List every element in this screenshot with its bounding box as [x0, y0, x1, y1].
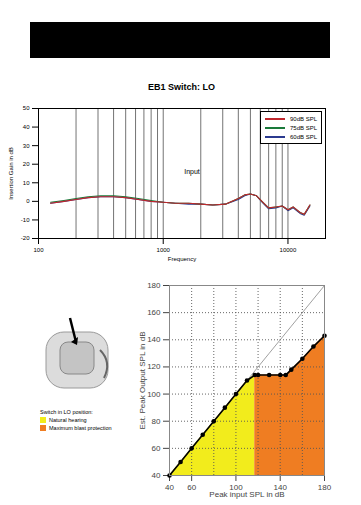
svg-text:0: 0: [26, 198, 30, 204]
svg-text:140: 140: [273, 483, 287, 493]
svg-text:100: 100: [229, 483, 243, 493]
svg-text:40: 40: [165, 483, 174, 492]
svg-text:Est. Peak Output SPL in dB: Est. Peak Output SPL in dB: [138, 332, 147, 430]
svg-text:1000: 1000: [157, 247, 171, 253]
svg-text:Input: Input: [184, 168, 200, 176]
svg-text:180: 180: [147, 281, 161, 290]
svg-text:60: 60: [187, 483, 196, 492]
svg-text:30: 30: [23, 143, 30, 149]
svg-text:50: 50: [23, 105, 30, 111]
html-text:60dB SPL: 60dB SPL: [290, 133, 317, 140]
html-text:75dB SPL: 75dB SPL: [290, 124, 317, 131]
html-text:90dB SPL: 90dB SPL: [290, 115, 317, 122]
svg-text:180: 180: [318, 483, 332, 492]
svg-text:Insertion Gain in dB: Insertion Gain in dB: [8, 147, 14, 200]
svg-text:Frequency: Frequency: [168, 256, 196, 262]
svg-text:40: 40: [152, 471, 161, 480]
svg-text:10000: 10000: [280, 247, 297, 253]
svg-text:160: 160: [147, 308, 161, 317]
svg-text:100: 100: [33, 247, 44, 253]
html-text:EB1 Switch: LO: EB1 Switch: LO: [148, 82, 215, 92]
svg-text:20: 20: [23, 161, 30, 167]
svg-text:-20: -20: [21, 235, 30, 241]
svg-text:100: 100: [147, 390, 161, 399]
svg-text:40: 40: [23, 124, 30, 130]
html-text:Switch in LO position:: Switch in LO position:: [40, 409, 93, 415]
svg-text:Peak input SPL in dB: Peak input SPL in dB: [209, 490, 284, 499]
svg-text:140: 140: [147, 335, 161, 344]
html-text:Maximum blast protection: Maximum blast protection: [49, 425, 112, 431]
svg-text:120: 120: [147, 362, 161, 371]
html-text:Natural hearing: Natural hearing: [49, 417, 87, 423]
svg-text:-10: -10: [21, 217, 30, 223]
svg-text:60: 60: [152, 444, 161, 453]
svg-text:80: 80: [152, 417, 161, 426]
svg-text:10: 10: [23, 180, 30, 186]
